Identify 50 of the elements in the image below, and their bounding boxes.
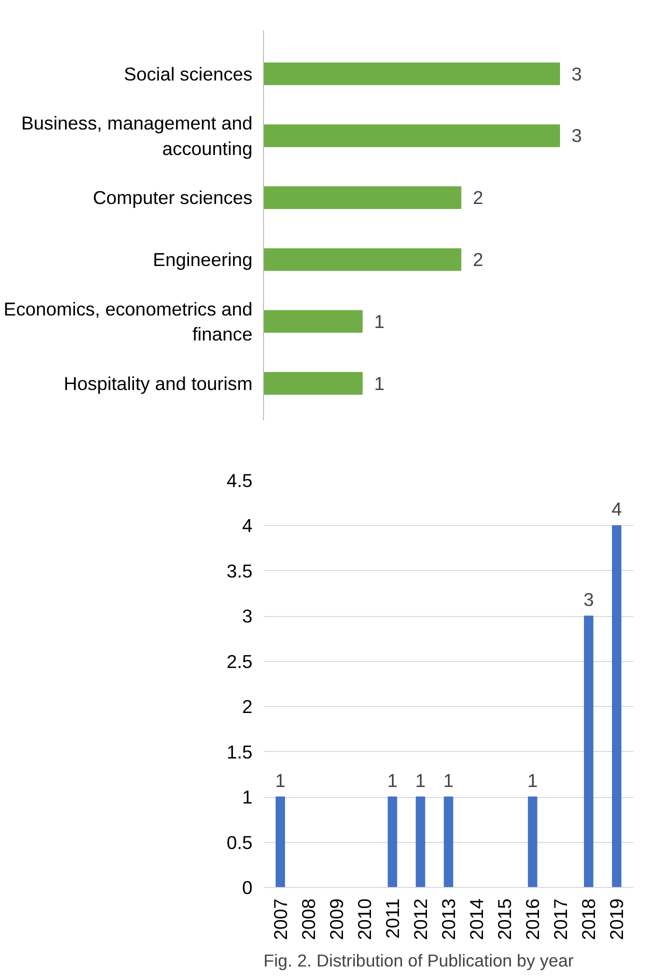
x-tick-label: 2015 — [494, 898, 516, 940]
y-tick-label: Engineering — [152, 249, 252, 270]
y-tick-label: 2.5 — [226, 650, 253, 672]
x-tick-label: 2010 — [354, 898, 375, 940]
data-label: 1 — [275, 770, 286, 792]
y-tick-label: 3 — [242, 606, 253, 627]
data-label: 3 — [583, 589, 594, 610]
x-tick-label: 2011 — [382, 898, 403, 939]
x-tick-label: 2019 — [606, 898, 628, 940]
x-tick-label: 2012 — [410, 898, 431, 940]
data-label: 1 — [374, 310, 385, 332]
x-tick-label: 2009 — [326, 898, 347, 940]
caption: Fig. 2. Distribution of Publication by year — [264, 950, 574, 970]
data-label: 3 — [572, 125, 582, 146]
y-tick-label: 4.5 — [226, 470, 253, 491]
data-label: 1 — [443, 770, 454, 792]
data-label: 2 — [472, 249, 484, 270]
bar — [416, 796, 426, 888]
x-tick-label: 2013 — [438, 898, 459, 940]
x-tick-label: 2008 — [298, 898, 319, 940]
x-tick-label: 2014 — [466, 898, 488, 940]
x-tick-label: 2016 — [522, 898, 544, 940]
y-tick-label: Computer sciences — [92, 187, 253, 208]
bar — [528, 796, 538, 888]
data-label: 4 — [611, 498, 622, 520]
y-tick-label: 0.5 — [226, 832, 253, 853]
data-label: 1 — [415, 770, 426, 792]
data-label: 1 — [374, 372, 385, 394]
y-tick-label: Economics, econometrics and finance — [4, 298, 253, 345]
y-tick-label: 4 — [242, 515, 253, 536]
x-tick-label: 2018 — [578, 898, 600, 940]
data-label: 1 — [527, 770, 538, 792]
data-label: 3 — [572, 63, 582, 84]
bar — [444, 796, 454, 888]
bar — [388, 796, 398, 888]
data-label: 2 — [472, 187, 484, 208]
y-tick-label: Social sciences — [124, 63, 253, 84]
y-tick-label: Business, management and accounting — [21, 112, 253, 159]
y-tick-label: 1 — [242, 786, 253, 808]
bar — [276, 796, 286, 888]
x-tick-label: 2017 — [550, 898, 572, 940]
y-tick-label: 0 — [242, 877, 253, 898]
y-tick-label: 2 — [242, 696, 253, 718]
x-tick-label: 2007 — [270, 898, 291, 940]
y-tick-label: Hospitality and tourism — [64, 372, 253, 394]
bar — [612, 525, 622, 888]
data-label: 1 — [387, 770, 398, 792]
y-tick-label: 3.5 — [226, 560, 253, 582]
bar — [584, 616, 594, 888]
y-tick-label: 1.5 — [226, 741, 253, 762]
